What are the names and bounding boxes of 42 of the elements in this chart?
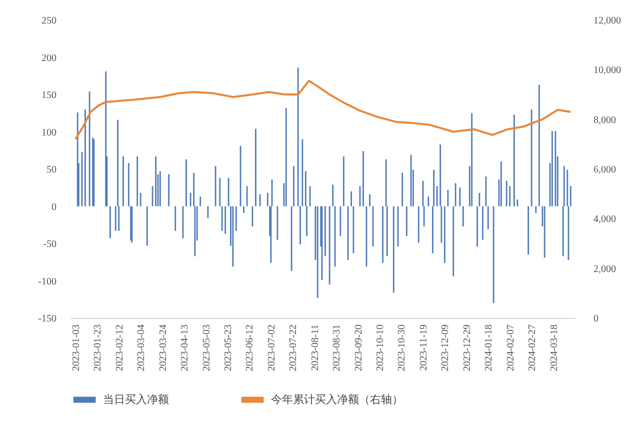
x-tick-label: 2023-06-12 bbox=[244, 324, 256, 372]
line-series bbox=[74, 80, 572, 140]
x-tick-label: 2023-10-10 bbox=[375, 324, 386, 372]
y2-tick-label: 8,000 bbox=[594, 114, 616, 126]
x-tick-label: 2023-02-12 bbox=[114, 324, 126, 372]
y-tick-label: 50 bbox=[46, 164, 56, 176]
x-tick-label: 2023-03-04 bbox=[136, 324, 148, 372]
x-tick-label: 2023-05-23 bbox=[222, 324, 234, 372]
x-tick-label: 2024-01-18 bbox=[484, 324, 495, 372]
y-tick-label: 100 bbox=[42, 127, 56, 138]
x-tick-label: 2023-10-30 bbox=[396, 324, 408, 372]
x-tick-label: 2023-01-23 bbox=[92, 324, 104, 372]
x-tick-label: 2023-09-20 bbox=[353, 324, 364, 372]
x-tick-label: 2023-12-29 bbox=[462, 324, 473, 372]
x-tick-label: 2023-08-31 bbox=[332, 324, 343, 372]
x-tick-label: 2023-12-09 bbox=[440, 324, 452, 372]
legend-label: 当日买入净额 bbox=[103, 392, 169, 406]
x-tick-label: 2023-07-02 bbox=[266, 324, 278, 372]
y-tick-label: 250 bbox=[42, 16, 56, 26]
y-tick-label: 0 bbox=[52, 202, 56, 213]
x-tick-label: 2023-04-13 bbox=[180, 324, 191, 372]
x-tick-label: 2024-02-07 bbox=[505, 324, 516, 372]
y-tick-label: 150 bbox=[42, 90, 56, 101]
y-tick-label: -100 bbox=[38, 276, 56, 288]
y2-tick-label: 10,000 bbox=[594, 65, 621, 76]
y2-tick-label: 4,000 bbox=[594, 214, 616, 226]
y2-tick-label: 12,000 bbox=[594, 16, 621, 26]
x-tick-label: 2023-08-11 bbox=[310, 324, 321, 371]
y-tick-label: 200 bbox=[42, 52, 56, 64]
x-tick-label: 2024-02-27 bbox=[527, 324, 538, 372]
x-tick-label: 2023-05-03 bbox=[201, 324, 212, 372]
x-tick-label: 2023-07-22 bbox=[288, 324, 300, 372]
y2-tick-label: 0 bbox=[594, 314, 598, 324]
legend-label: 今年累计买入净额（右轴） bbox=[271, 392, 403, 406]
x-tick-label: 2023-03-24 bbox=[158, 324, 169, 372]
y-tick-label: -50 bbox=[43, 239, 56, 250]
y-tick-label: -150 bbox=[38, 314, 56, 324]
x-tick-label: 2023-01-03 bbox=[70, 324, 82, 372]
y2-tick-label: 2,000 bbox=[594, 264, 616, 275]
x-tick-label: 2023-11-19 bbox=[418, 324, 430, 371]
y2-tick-label: 6,000 bbox=[594, 164, 616, 176]
x-tick-label: 2024-03-18 bbox=[548, 324, 560, 372]
